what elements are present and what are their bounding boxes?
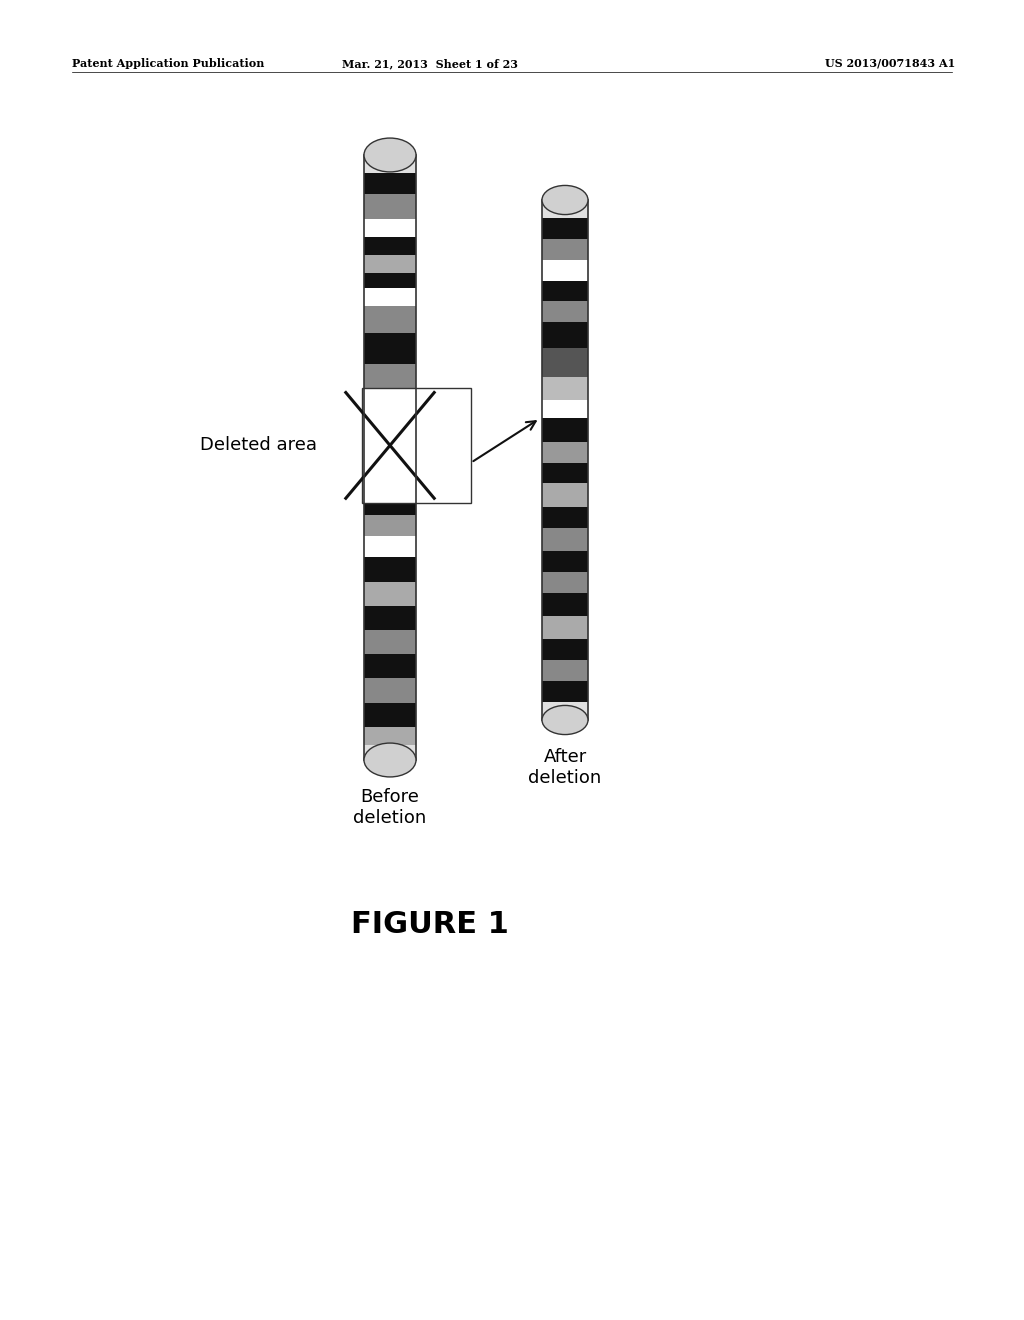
Bar [364, 236, 416, 255]
Bar [542, 322, 588, 348]
Bar [364, 655, 416, 678]
Bar [364, 173, 416, 194]
Ellipse shape [364, 743, 416, 777]
Bar [542, 462, 588, 483]
Bar [364, 219, 416, 236]
Bar [364, 364, 416, 388]
Bar [364, 702, 416, 727]
Text: Mar. 21, 2013  Sheet 1 of 23: Mar. 21, 2013 Sheet 1 of 23 [342, 58, 518, 69]
Bar [542, 201, 588, 218]
Bar [364, 582, 416, 606]
Bar [364, 557, 416, 582]
Bar [542, 301, 588, 322]
Ellipse shape [542, 705, 588, 734]
Bar [542, 660, 588, 681]
Bar [364, 678, 416, 702]
Bar [364, 334, 416, 364]
Bar [364, 306, 416, 334]
Bar [364, 470, 416, 491]
Bar [542, 376, 588, 400]
Bar [364, 449, 416, 470]
Bar [364, 194, 416, 219]
Bar [542, 572, 588, 593]
Text: Patent Application Publication: Patent Application Publication [72, 58, 264, 69]
Bar [364, 288, 416, 306]
Bar [364, 744, 416, 760]
Ellipse shape [542, 185, 588, 215]
Bar [364, 154, 416, 173]
Bar [542, 702, 588, 719]
Bar [364, 491, 416, 515]
Bar [364, 606, 416, 630]
Bar [542, 507, 588, 528]
Bar [364, 515, 416, 536]
Bar [364, 727, 416, 744]
Bar [362, 388, 471, 503]
Bar [542, 681, 588, 702]
Bar [542, 239, 588, 260]
Bar [364, 154, 416, 760]
Bar [542, 218, 588, 239]
Bar [364, 536, 416, 557]
Bar [542, 400, 588, 418]
Bar [364, 421, 416, 449]
Text: US 2013/0071843 A1: US 2013/0071843 A1 [824, 58, 955, 69]
Bar [364, 388, 416, 503]
Text: Deleted area: Deleted area [200, 437, 317, 454]
Bar [542, 483, 588, 507]
Bar [542, 593, 588, 616]
Bar [542, 616, 588, 639]
Ellipse shape [364, 139, 416, 172]
Text: Before
deletion: Before deletion [353, 788, 427, 826]
Bar [542, 348, 588, 376]
Bar [542, 639, 588, 660]
Bar [542, 260, 588, 281]
Bar [364, 273, 416, 288]
Bar [364, 630, 416, 655]
Text: After
deletion: After deletion [528, 748, 602, 787]
Bar [542, 418, 588, 442]
Bar [542, 442, 588, 462]
Bar [364, 388, 416, 421]
Bar [542, 528, 588, 550]
Bar [542, 201, 588, 719]
Bar [364, 255, 416, 273]
Bar [542, 281, 588, 301]
Text: FIGURE 1: FIGURE 1 [351, 909, 509, 939]
Bar [542, 550, 588, 572]
